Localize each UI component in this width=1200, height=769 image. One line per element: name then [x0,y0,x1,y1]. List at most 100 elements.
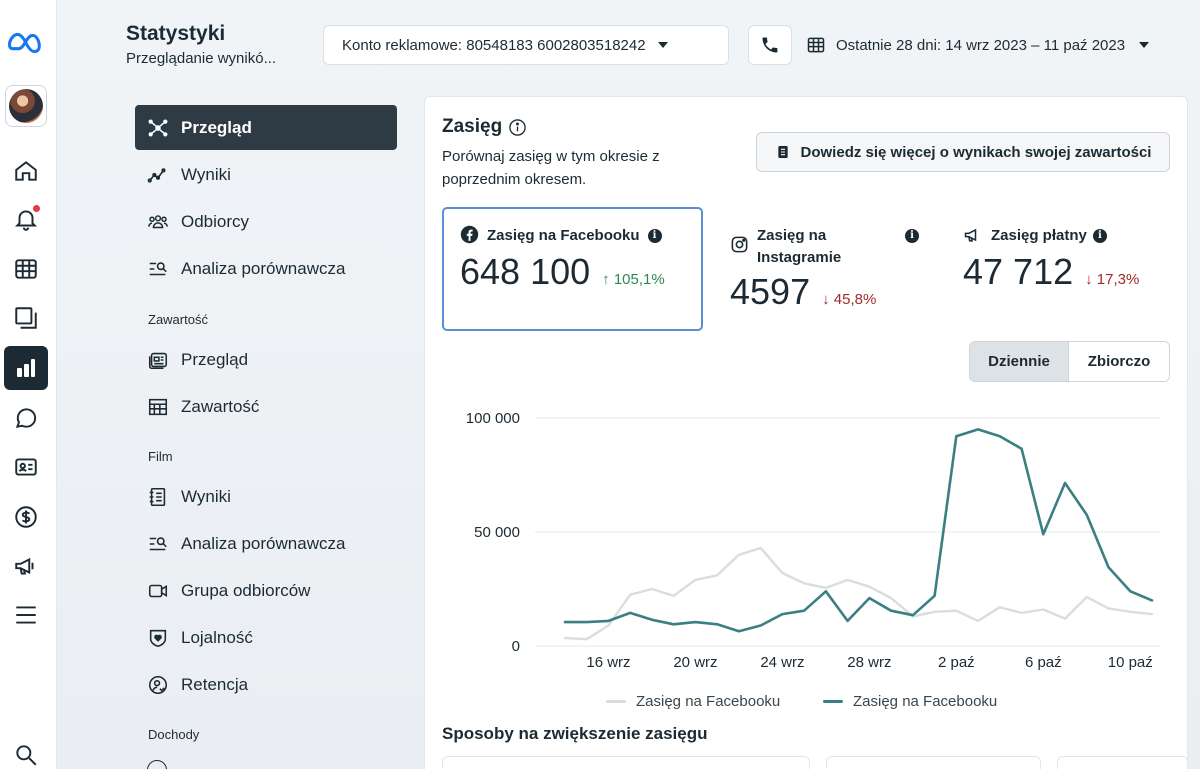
notification-dot [33,205,40,212]
subnav-label: Przegląd [181,117,252,137]
subnav-item-overview[interactable]: Przegląd [135,105,397,150]
subnav-item-content-overview[interactable]: Przegląd [135,337,397,382]
metric-change-value: 45,8% [833,291,877,308]
page-subtitle: Przeglądanie wynikó... [126,50,277,67]
notebook-icon [149,487,166,506]
calendar-grid-icon[interactable] [0,249,52,289]
reach-heading: Zasięg [442,116,527,138]
avatar-image [9,89,43,123]
insights-bar-chart-icon[interactable] [4,346,48,390]
info-icon[interactable]: i [1092,229,1107,243]
metric-label-line2: Instagramie [757,249,842,266]
x-tick-label: 20 wrz [673,654,717,671]
x-tick-label: 24 wrz [760,654,804,671]
overview-icon [148,118,168,137]
metric-paid-reach[interactable]: Zasięg płatny i 47 712 ↓ 17,3% [963,225,1139,293]
metric-label: Zasięg na Facebooku [487,227,640,244]
date-range-dropdown[interactable]: Ostatnie 28 dni: 14 wrz 2023 – 11 paź 20… [806,25,1181,65]
legend-label: Zasięg na Facebooku [636,693,781,710]
subnav-item-content[interactable]: Zawartość [135,384,397,429]
subnav-item-audience[interactable]: Odbiorcy [135,199,397,244]
subnav-section-film: Film [148,449,173,464]
avatar[interactable] [5,85,47,127]
bell-icon[interactable] [0,199,52,239]
subnav-item-results[interactable]: Wyniki [135,152,397,197]
facebook-icon [460,225,479,244]
subnav-label: Zawartość [181,396,260,416]
series-line-previous [563,546,1154,641]
metric-change-value: 105,1% [613,271,665,288]
metric-change: ↓ 17,3% [1085,271,1140,288]
metric-change: ↑ 105,1% [602,271,665,288]
y-tick-label: 0 [512,638,520,655]
y-tick-label: 100 000 [466,410,520,427]
reach-description: Porównaj zasięg w tym okresie z poprzedn… [442,148,660,188]
subnav-label: Retencja [181,674,249,694]
suggestion-card[interactable] [826,756,1041,769]
megaphone-icon[interactable] [0,546,52,586]
id-card-icon[interactable] [0,447,52,487]
legend-label: Zasięg na Facebooku [853,693,998,710]
learn-more-button[interactable]: Dowiedz się więcej o wynikach swojej zaw… [756,132,1170,172]
metric-change: ↓ 45,8% [822,291,877,308]
page-title: Statystyki [126,22,226,45]
subnav-item-video-results[interactable]: Wyniki [135,474,397,519]
suggestion-card[interactable] [442,756,810,769]
chat-bubble-icon[interactable] [0,398,52,438]
toggle-cumulative[interactable]: Zbiorczo [1069,342,1169,381]
ad-account-dropdown[interactable]: Konto reklamowe: 80548183 6002803518242 [323,25,729,65]
x-tick-label: 28 wrz [847,654,891,671]
people-icon [148,214,168,228]
metric-instagram-reach[interactable]: Zasięg na Instagramie i 4597 ↓ 45,8% [730,225,919,313]
info-icon[interactable] [508,118,527,137]
toggle-daily[interactable]: Dziennie [970,342,1070,381]
subnav-label: Grupa odbiorców [181,580,311,600]
subnav-item-loyalty[interactable]: Lojalność [135,615,397,660]
calendar-icon [807,37,825,53]
subnav-label: Wyniki [181,486,231,506]
metric-label-line1: Zasięg na [757,227,827,244]
reach-line-chart: 0 50 000 100 000 16 wrz 20 wrz 24 wrz 28 wrz 2 … [466,410,1160,671]
metric-value: 47 712 [963,251,1074,292]
subnav-label: Analiza porównawcza [181,258,346,278]
notebook-icon [777,146,788,158]
subnav-label: Odbiorcy [181,211,250,231]
icon-rail [0,0,57,769]
subnav-item-benchmark[interactable]: Analiza porównawcza [135,246,397,291]
info-icon[interactable]: i [647,229,662,243]
chevron-down-icon [657,42,668,48]
suggestion-card[interactable] [1057,756,1188,769]
meta-logo-icon[interactable] [0,23,52,63]
megaphone-icon [964,228,977,242]
pages-icon[interactable] [0,298,52,338]
subnav-item-video-benchmark[interactable]: Analiza porównawcza [135,521,397,566]
legend-item-current[interactable]: Zasięg na Facebooku [823,693,997,710]
subnav-item-retention[interactable]: Retencja [135,662,397,707]
dollar-icon[interactable] [0,497,52,537]
info-icon[interactable]: i [905,229,919,243]
legend-swatch [823,700,843,703]
phone-button[interactable] [748,25,792,65]
compare-icon [149,536,167,550]
metric-selected-outline[interactable] [442,207,703,331]
home-icon[interactable] [0,151,52,191]
compare-icon [149,261,167,275]
subnav-label: Analiza porównawcza [181,533,346,553]
shield-heart-icon [149,629,167,647]
chevron-down-icon [1139,42,1150,48]
subnav-section-content: Zawartość [148,312,208,327]
subnav-section-income: Dochody [148,727,200,742]
content-overview-icon [148,352,168,369]
subnav-item-audience-group[interactable]: Grupa odbiorców [135,568,397,613]
subnav-label: Lojalność [181,627,253,647]
legend-item-previous[interactable]: Zasięg na Facebooku [606,693,780,710]
x-tick-label: 6 paź [1025,654,1062,671]
menu-icon[interactable] [0,595,52,635]
reach-title: Zasięg [442,116,503,137]
metric-facebook-reach[interactable]: Zasięg na Facebooku i 648 100 ↑ 105,1% [460,225,665,293]
metric-value: 4597 [730,271,811,312]
ad-account-label: Konto reklamowe: 80548183 6002803518242 [342,36,646,54]
legend-swatch [606,700,626,703]
search-icon[interactable] [0,735,52,769]
user-check-icon [148,675,168,694]
